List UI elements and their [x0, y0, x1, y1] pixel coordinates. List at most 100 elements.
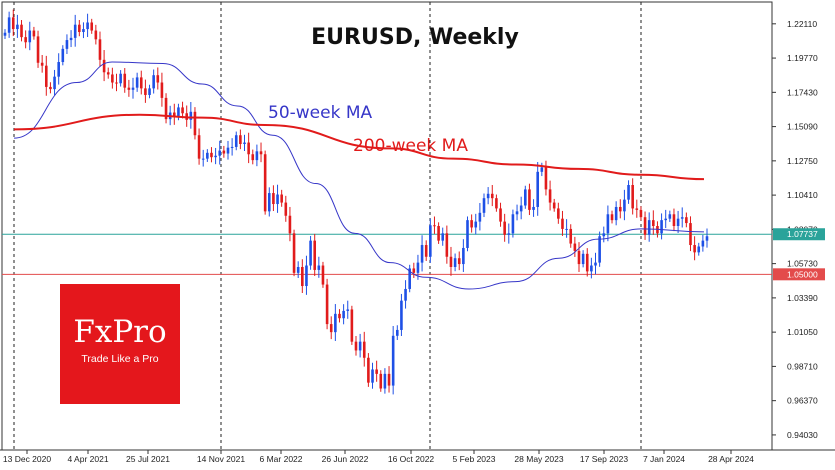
candle-body — [321, 265, 325, 285]
candle-body — [284, 202, 288, 216]
candle-body — [548, 189, 552, 203]
candle-body — [391, 335, 395, 386]
candle-body — [98, 39, 102, 60]
candle-body — [61, 48, 65, 63]
candle-body — [528, 189, 531, 210]
candle-body — [106, 72, 110, 75]
candle-body — [49, 86, 52, 90]
y-tick-label: 1.01050 — [787, 327, 818, 337]
candle-body — [606, 214, 610, 234]
candle-body — [214, 155, 217, 158]
x-tick-label: 5 Feb 2023 — [452, 454, 495, 464]
candle-body — [181, 107, 184, 114]
candle-body — [672, 214, 676, 226]
x-tick-label: 26 Jun 2022 — [322, 454, 369, 464]
x-tick-label: 7 Jan 2024 — [643, 454, 685, 464]
candle-body — [288, 215, 292, 234]
candle-body — [689, 223, 692, 246]
x-tick-label: 28 May 2023 — [514, 454, 563, 464]
candle-body — [148, 88, 151, 95]
candle-body — [177, 107, 180, 117]
candle-body — [255, 151, 259, 161]
candle-body — [334, 313, 337, 333]
candle-body — [32, 30, 36, 37]
candle-body — [470, 220, 473, 228]
candle-body — [16, 24, 19, 30]
candle-body — [342, 310, 345, 319]
candle-body — [94, 30, 98, 40]
candle-body — [222, 150, 226, 154]
y-tick-label: 1.22110 — [787, 19, 817, 29]
candle-body — [276, 194, 279, 205]
candle-body — [338, 313, 341, 319]
candle-body — [272, 193, 275, 205]
candle-body — [474, 221, 478, 228]
candle-body — [152, 75, 155, 89]
candle-body — [507, 233, 511, 235]
candle-body — [230, 146, 234, 148]
y-tick-label: 1.03390 — [787, 293, 818, 303]
candle-body — [280, 194, 283, 203]
candle-body — [234, 135, 238, 147]
candle-body — [453, 258, 457, 267]
candle-body — [358, 341, 362, 351]
candle-body — [20, 24, 23, 38]
candle-body — [466, 220, 469, 248]
candle-body — [329, 324, 333, 333]
y-tick-label: 1.05730 — [787, 259, 818, 269]
candle-body — [623, 199, 626, 212]
candle-body — [511, 214, 515, 234]
candle-body — [90, 22, 94, 31]
candle-body — [313, 240, 317, 270]
candle-body — [573, 243, 577, 251]
candle-body — [701, 240, 705, 247]
candle-body — [585, 253, 589, 272]
candle-body — [239, 135, 242, 145]
candle-body — [445, 233, 449, 257]
y-tick-label: 1.15090 — [787, 122, 818, 132]
x-tick-label: 28 Apr 2024 — [708, 454, 754, 464]
candle-body — [243, 142, 246, 145]
candle-body — [387, 373, 391, 386]
candle-body — [346, 309, 350, 311]
fxpro-logo-tagline: Trade Like a Pro — [81, 353, 159, 365]
x-tick-label: 14 Nov 2021 — [197, 454, 245, 464]
x-tick-label: 6 Mar 2022 — [260, 454, 303, 464]
candle-body — [639, 209, 643, 218]
y-tick-label: 0.98710 — [787, 361, 818, 371]
candle-body — [102, 59, 106, 73]
candle-body — [7, 17, 11, 33]
candle-body — [86, 22, 89, 30]
candle-body — [247, 142, 250, 155]
candle-body — [11, 17, 15, 30]
candle-body — [127, 87, 131, 90]
candle-body — [3, 32, 7, 36]
y-tick-label: 1.10410 — [787, 190, 818, 200]
candle-body — [552, 202, 556, 209]
candle-body — [660, 220, 663, 234]
candle-body — [210, 152, 213, 158]
candle-body — [189, 111, 193, 120]
candle-body — [627, 185, 630, 200]
candle-body — [565, 228, 568, 230]
candle-body — [668, 214, 672, 219]
candle-body — [631, 185, 634, 209]
candle-body — [643, 217, 647, 235]
candle-body — [652, 220, 655, 226]
y-tick-label: 1.12750 — [787, 156, 818, 166]
candle-body — [139, 77, 143, 89]
level-tag-label-2: 1.05000 — [787, 269, 818, 279]
y-tick-label: 1.17430 — [787, 87, 818, 97]
candle-body — [594, 262, 597, 266]
candle-body — [296, 266, 300, 273]
candle-body — [495, 198, 498, 209]
candle-body — [218, 150, 222, 156]
candle-body — [647, 220, 651, 235]
candle-body — [362, 341, 366, 358]
candle-body — [367, 357, 370, 383]
candle-body — [65, 40, 69, 49]
x-tick-label: 25 Jul 2021 — [126, 454, 170, 464]
candle-body — [457, 258, 461, 265]
candle-body — [503, 221, 506, 235]
